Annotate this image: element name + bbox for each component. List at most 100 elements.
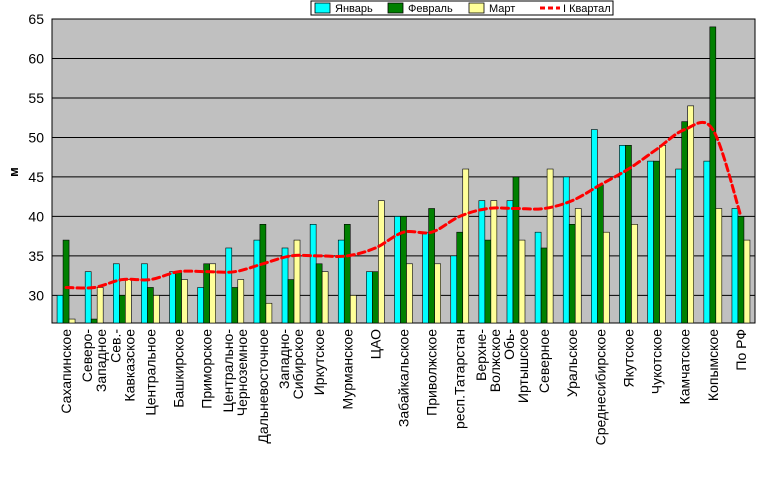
bar-jan (647, 160, 654, 324)
x-tick-text: Приморское (199, 329, 215, 409)
y-tick-label: 50 (28, 129, 44, 145)
legend-label: Февраль (408, 3, 453, 15)
gridlines (52, 18, 755, 296)
x-tick-label: По РФ (733, 329, 749, 371)
x-tick-label: Западно-Сибирское (276, 329, 306, 400)
x-tick-text: респ.Татарстан (452, 329, 468, 429)
x-tick-text: Кавказское (121, 329, 137, 402)
bar-mar (490, 200, 498, 324)
x-tick-label: Приморское (199, 329, 215, 409)
x-tick-label: Чукотское (649, 329, 665, 394)
x-tick-label: респ.Татарстан (452, 329, 468, 429)
bar-feb (456, 231, 464, 324)
bar-jan (169, 271, 176, 324)
bar-mar (434, 263, 441, 324)
legend-label: I Квартал (563, 3, 611, 15)
x-tick-text: Центральное (142, 329, 158, 416)
x-tick-text: Сибирское (290, 329, 306, 400)
x-tick-label: Северное (536, 329, 552, 393)
x-tick-text: Северо- (79, 329, 95, 383)
x-tick-label: ЦАО (367, 329, 383, 359)
bar-feb (484, 239, 492, 324)
bars (56, 26, 751, 324)
bar-feb (119, 295, 126, 324)
bar-jan (506, 200, 514, 324)
bar-jan (197, 287, 204, 324)
y-axis-label: м (6, 167, 21, 177)
x-tick-text: Башкирское (171, 329, 187, 408)
x-tick-text: Обь- (501, 329, 517, 360)
quarter-series-line (64, 120, 743, 290)
bar-jan (84, 271, 92, 324)
x-tick-text: Иртышское (515, 329, 531, 403)
y-tick-label: 40 (28, 208, 44, 224)
bar-feb (90, 318, 98, 324)
bar-mar (546, 168, 554, 324)
bar-feb (568, 223, 576, 324)
bar-jan (56, 295, 64, 324)
x-tick-label: Северо-Западное (79, 329, 109, 392)
bar-jan (731, 208, 739, 324)
legend-label: Январь (335, 3, 373, 15)
x-tick-text: Сев.- (107, 329, 123, 363)
bar-feb (512, 176, 520, 324)
x-tick-label: Среднесибирское (592, 329, 608, 446)
x-tick-label: Дальневосточное (255, 329, 271, 444)
x-tick-label: Верхне-Волжское (473, 329, 503, 393)
x-tick-label: Уральское (564, 329, 580, 397)
legend-swatch (387, 2, 404, 14)
bar-mar (125, 279, 132, 324)
bar-jan (366, 271, 373, 324)
bar-jan (309, 223, 317, 324)
bar-feb (372, 271, 379, 324)
bar-mar (68, 318, 76, 324)
y-tick-label: 35 (28, 248, 44, 264)
bar-feb (681, 121, 689, 324)
x-tick-label: Камчатское (677, 329, 693, 405)
x-tick-text: Западно- (276, 329, 292, 389)
x-tick-text: Копымское (705, 329, 721, 401)
x-tick-label: Центральное (142, 329, 158, 416)
x-tick-text: Чукотское (649, 329, 665, 394)
x-tick-text: По РФ (733, 329, 749, 371)
bar-jan (225, 247, 233, 324)
x-tick-label: Башкирское (171, 329, 187, 408)
bar-mar (321, 271, 329, 324)
x-tick-text: Черноземное (234, 329, 250, 416)
x-tick-label: Якутское (620, 329, 636, 388)
bar-jan (478, 200, 486, 324)
x-tick-text: Уральское (564, 329, 580, 397)
x-tick-label: Иркутское (311, 329, 327, 395)
bar-mar (96, 287, 104, 324)
x-tick-text: Якутское (620, 329, 636, 388)
bar-mar (603, 231, 610, 324)
bar-jan (422, 231, 429, 324)
bar-mar (659, 145, 666, 324)
bar-feb (709, 26, 717, 324)
x-tick-text: Сахапинское (58, 329, 74, 414)
bar-jan (281, 247, 289, 324)
legend-swatch (468, 2, 485, 14)
legend-swatch (314, 2, 331, 14)
bar-jan (253, 239, 261, 324)
bar-feb (597, 184, 604, 324)
bar-mar (153, 295, 160, 324)
bar-mar (237, 279, 245, 324)
x-tick-text: Среднесибирское (592, 329, 608, 446)
bar-feb (231, 287, 239, 324)
x-tick-label: Забайкальское (396, 329, 412, 427)
bar-mar (631, 223, 638, 324)
y-tick-label: 60 (28, 50, 44, 66)
bar-feb (540, 247, 548, 324)
bar-mar (181, 279, 188, 324)
x-tick-text: Мурманское (339, 329, 355, 410)
bar-mar (209, 263, 216, 324)
x-tick-label: Центрально-Черноземное (220, 329, 250, 417)
bar-feb (147, 287, 154, 324)
x-tick-text: Забайкальское (396, 329, 412, 427)
x-tick-label: Обь-Иртышское (501, 329, 531, 403)
y-tick-label: 65 (28, 11, 44, 27)
x-tick-label: Сев.-Кавказское (107, 329, 137, 402)
x-tick-text: Волжское (487, 329, 503, 392)
